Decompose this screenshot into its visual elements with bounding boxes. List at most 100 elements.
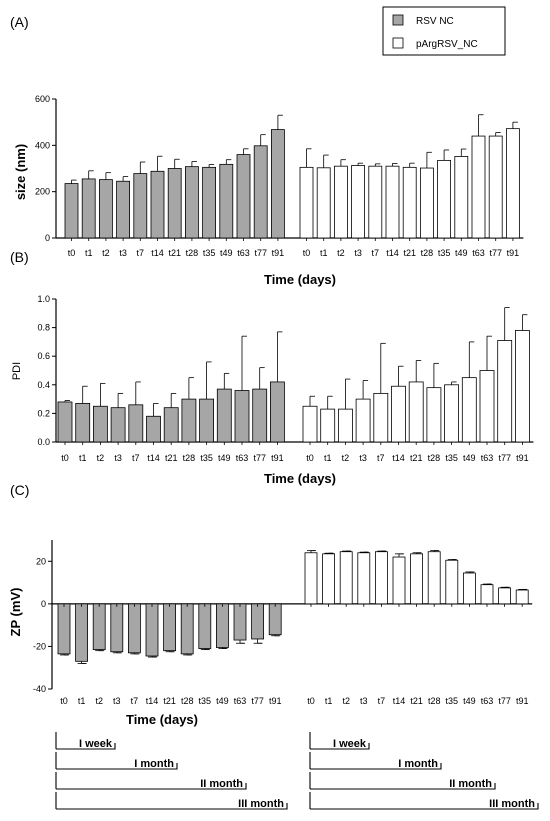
panel-b-bar-rsv-nc-t21 — [163, 407, 179, 443]
panel-a-x-tick-label: t21 — [403, 248, 416, 258]
panel-a-bar-rsv-nc-t2 — [99, 179, 113, 239]
panel-b-bar-parg-rsv-nc-t91 — [515, 330, 530, 443]
panel-c-bar-parg-rsv-nc-t28 — [427, 551, 441, 605]
panel-b-bar-rsv-nc-t49 — [216, 388, 232, 443]
panel-b-x-tick-label: t63 — [236, 453, 249, 463]
panel-c-bar-parg-rsv-nc-t7 — [374, 551, 388, 605]
panel-c-y-axis-title: ZP (mV) — [8, 588, 23, 637]
panel-a-y-tick-label: 400 — [35, 140, 50, 150]
panel-c-bar-parg-rsv-nc-t91 — [515, 589, 529, 605]
panel-letter-a: (A) — [10, 14, 29, 30]
panel-c-x-tick-label: t49 — [463, 696, 476, 706]
panel-a-bar-parg-rsv-nc-t49 — [454, 156, 469, 239]
panel-c-y-tick-label: 0 — [41, 599, 46, 609]
panel-a-x-tick-label: t49 — [220, 248, 233, 258]
panel-a-y-axis-title: size (nm) — [13, 144, 28, 200]
bracket-label-rsv-nc-0: I week — [79, 738, 113, 750]
panel-b-y-tick-label: 0.8 — [37, 323, 50, 333]
panel-b-x-tick-label: t35 — [200, 453, 213, 463]
panel-c-x-axis-title: Time (days) — [126, 712, 198, 727]
panel-a-x-tick-label: t77 — [489, 248, 502, 258]
panel-a-x-tick-label: t91 — [272, 248, 285, 258]
legend: RSV NC pArgRSV_NC — [382, 6, 506, 56]
panel-a-bar-rsv-nc-t0 — [64, 183, 79, 239]
panel-a-x-tick-label: t14 — [386, 248, 399, 258]
panel-b-bar-rsv-nc-t14 — [146, 415, 161, 443]
panel-b-y-tick-label: 0.2 — [37, 408, 50, 418]
panel-a-x-tick-label: t1 — [85, 248, 93, 258]
panel-c-x-tick-label: t21 — [163, 696, 176, 706]
panel-a-bar-parg-rsv-nc-t3 — [351, 165, 366, 239]
panel-b-x-tick-label: t28 — [428, 453, 441, 463]
bracket-label-parg-rsv-nc-3: III month — [489, 798, 535, 810]
panel-c-bar-rsv-nc-t21 — [163, 603, 177, 652]
bracket-label-rsv-nc-1: I month — [134, 758, 174, 770]
panel-a-x-tick-label: t63 — [472, 248, 485, 258]
panel-a-bar-parg-rsv-nc-t63 — [471, 135, 486, 239]
panel-b-x-tick-label: t3 — [359, 453, 367, 463]
panel-c-x-tick-label: t7 — [378, 696, 386, 706]
panel-b-x-tick-label: t0 — [61, 453, 69, 463]
panel-b-x-tick-label: t7 — [377, 453, 385, 463]
panel-a-bar-rsv-nc-t7 — [133, 173, 148, 239]
panel-c-y-tick-label: -20 — [33, 641, 46, 651]
legend-label-rsv-nc: RSV NC — [416, 16, 454, 27]
panel-a-x-tick-label: t14 — [151, 248, 164, 258]
panel-a-x-tick-label: t0 — [68, 248, 76, 258]
panel-b-bar-parg-rsv-nc-t35 — [444, 384, 460, 443]
panel-a-bar-parg-rsv-nc-t7 — [368, 165, 383, 239]
panel-a-bar-rsv-nc-t91 — [270, 129, 285, 239]
panel-b-x-tick-label: t2 — [97, 453, 105, 463]
panel-b-bar-rsv-nc-t91 — [269, 381, 285, 443]
bracket-rsv-nc-2 — [55, 772, 247, 790]
panel-c-x-tick-label: t0 — [307, 696, 315, 706]
panel-a-size-chart: size (nm) Time (days) 0 200 400 600 t0 t1 t2 t3… — [13, 94, 524, 287]
panel-c-bar-parg-rsv-nc-t2 — [339, 551, 353, 605]
panel-a-bar-parg-rsv-nc-t21 — [402, 166, 417, 239]
panel-c-bar-rsv-nc-t7 — [127, 603, 141, 654]
panel-b-x-tick-label: t7 — [132, 453, 140, 463]
panel-c-bar-parg-rsv-nc-t3 — [357, 552, 371, 605]
panel-b-x-tick-label: t2 — [342, 453, 350, 463]
bracket-label-parg-rsv-nc-0: I week — [333, 738, 367, 750]
panel-a-bar-rsv-nc-t49 — [219, 163, 234, 239]
bracket-rsv-nc-1 — [55, 752, 178, 770]
panel-c-bar-rsv-nc-t3 — [110, 603, 124, 653]
panel-b-x-tick-label: t21 — [410, 453, 423, 463]
panel-a-x-tick-label: t49 — [455, 248, 468, 258]
panel-b-bar-rsv-nc-t63 — [234, 390, 250, 443]
panel-c-bar-rsv-nc-t91 — [268, 603, 282, 636]
legend-swatch-rsv-nc — [392, 14, 404, 26]
panel-b-x-tick-label: t0 — [306, 453, 314, 463]
panel-b-x-tick-label: t28 — [183, 453, 196, 463]
panel-b-x-tick-label: t3 — [114, 453, 122, 463]
panel-c-bar-parg-rsv-nc-t1 — [322, 553, 336, 605]
panel-a-bar-parg-rsv-nc-t91 — [505, 128, 520, 239]
bracket-label-rsv-nc-2: II month — [200, 778, 243, 790]
panel-a-x-tick-label: t63 — [237, 248, 250, 258]
bracket-rsv-nc-3 — [55, 792, 288, 810]
bracket-label-rsv-nc-3: III month — [238, 798, 284, 810]
panel-b-y-tick-label: 0.0 — [37, 437, 50, 447]
panel-b-x-tick-label: t77 — [253, 453, 266, 463]
panel-b-x-tick-label: t91 — [516, 453, 529, 463]
panel-b-bar-parg-rsv-nc-t2 — [337, 408, 353, 443]
panel-b-bar-rsv-nc-t28 — [181, 398, 197, 443]
panel-b-bar-rsv-nc-t2 — [93, 405, 108, 443]
panel-b-bar-parg-rsv-nc-t63 — [479, 370, 495, 443]
panel-a-bar-parg-rsv-nc-t35 — [437, 159, 452, 239]
panel-c-y-tick-label: 20 — [36, 556, 46, 566]
panel-a-bar-rsv-nc-t77 — [253, 145, 268, 239]
panel-c-bar-parg-rsv-nc-t0 — [304, 552, 318, 605]
panel-c-bar-rsv-nc-t14 — [145, 603, 159, 657]
panel-c-x-tick-label: t1 — [325, 696, 333, 706]
panel-a-x-tick-label: t0 — [303, 248, 311, 258]
panel-c-x-tick-label: t2 — [342, 696, 350, 706]
panel-b-x-tick-label: t49 — [218, 453, 231, 463]
panel-b-x-tick-label: t14 — [392, 453, 405, 463]
panel-c-x-tick-label: t77 — [251, 696, 264, 706]
panel-b-bar-rsv-nc-t77 — [252, 388, 268, 443]
panel-b-pdi-chart: PDI Time (days) 0.0 0.2 0.4 0.6 0.8 1.0 t0 t1 t2… — [11, 294, 534, 486]
bracket-parg-rsv-nc-1 — [309, 752, 442, 770]
panel-a-x-tick-label: t35 — [438, 248, 451, 258]
